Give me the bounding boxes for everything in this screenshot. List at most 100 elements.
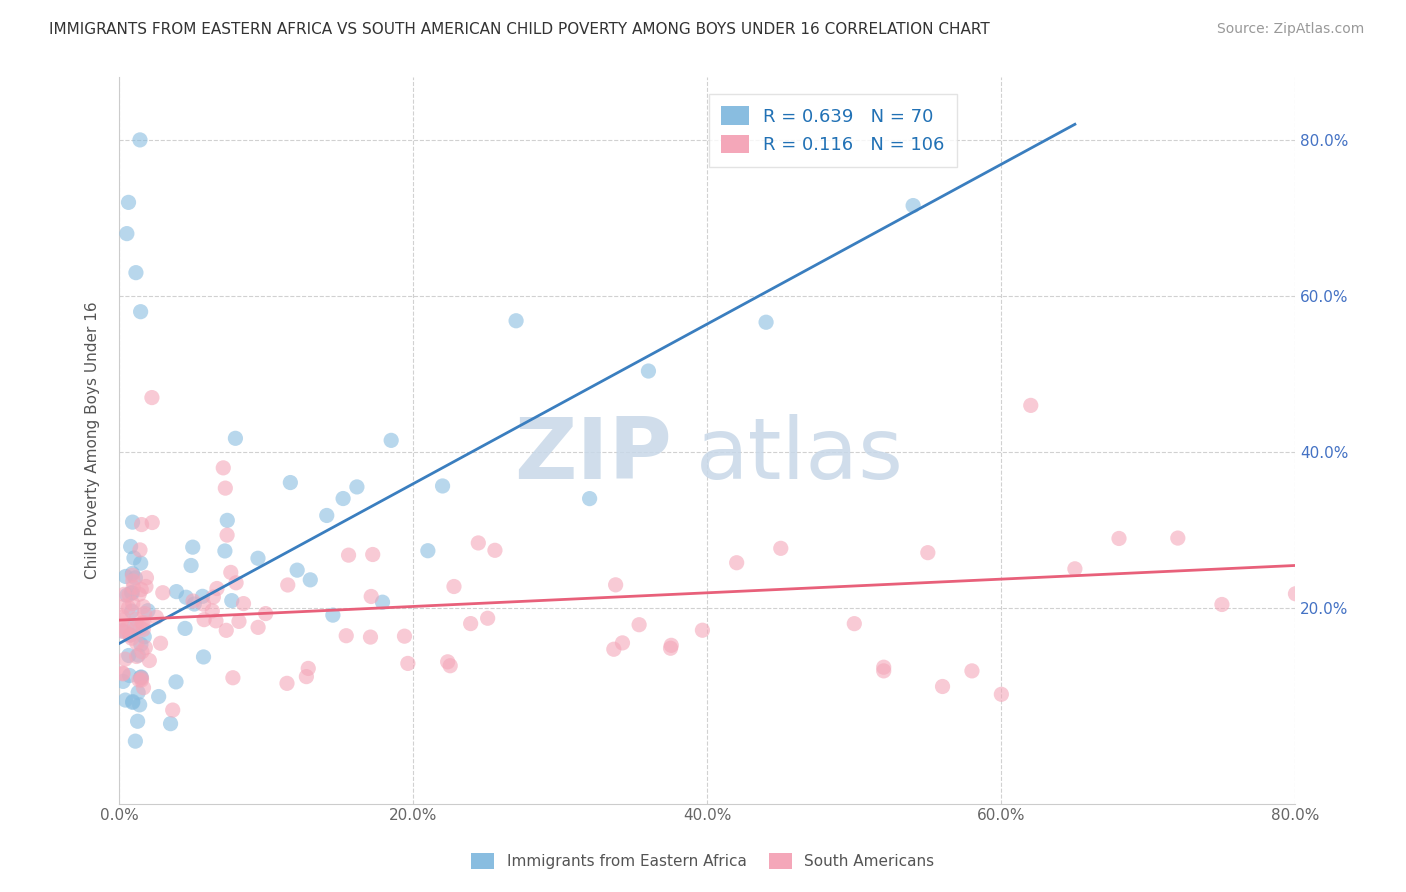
Point [1063,562,1085,576]
Point [254,607,277,621]
Point [439,658,461,673]
Point [135,580,157,594]
Point [121,586,143,600]
Point [112,674,135,689]
Point [285,563,308,577]
Point [111,613,134,627]
Point [127,685,149,699]
Point [159,716,181,731]
Point [127,648,149,662]
Point [277,578,299,592]
Point [692,624,714,638]
Point [149,636,172,650]
Point [121,695,143,709]
Point [295,670,318,684]
Point [118,588,141,602]
Point [276,676,298,690]
Point [125,649,148,664]
Point [112,624,135,638]
Point [128,698,150,712]
Point [467,536,489,550]
Point [121,597,143,611]
Point [416,543,439,558]
Point [115,621,138,635]
Point [659,638,682,652]
Point [901,198,924,212]
Point [129,133,152,147]
Point [322,608,344,623]
Point [131,517,153,532]
Point [659,641,682,656]
Y-axis label: Child Poverty Among Boys Under 16: Child Poverty Among Boys Under 16 [86,301,100,579]
Point [124,619,146,633]
Point [121,585,143,599]
Point [122,551,145,566]
Point [219,566,242,580]
Point [917,546,939,560]
Point [193,597,215,611]
Point [120,540,142,554]
Point [193,649,215,664]
Point [131,616,153,631]
Point [603,642,626,657]
Point [124,734,146,748]
Point [1108,532,1130,546]
Point [769,541,792,556]
Point [183,597,205,611]
Point [315,508,337,523]
Point [361,548,384,562]
Point [129,542,152,557]
Point [131,671,153,685]
Point [193,613,215,627]
Point [132,599,155,614]
Point [134,630,156,644]
Point [138,654,160,668]
Point [221,593,243,607]
Point [165,674,187,689]
Point [1284,587,1306,601]
Point [111,624,134,638]
Point [129,670,152,684]
Point [1211,598,1233,612]
Point [129,556,152,570]
Point [844,616,866,631]
Point [129,637,152,651]
Point [201,604,224,618]
Point [174,591,197,605]
Point [380,434,402,448]
Point [134,607,156,621]
Point [299,573,322,587]
Point [120,628,142,642]
Point [432,479,454,493]
Point [128,587,150,601]
Point [132,681,155,695]
Point [180,558,202,573]
Point [371,595,394,609]
Point [612,636,634,650]
Point [359,630,381,644]
Point [166,584,188,599]
Point [873,660,896,674]
Text: IMMIGRANTS FROM EASTERN AFRICA VS SOUTH AMERICAN CHILD POVERTY AMONG BOYS UNDER : IMMIGRANTS FROM EASTERN AFRICA VS SOUTH … [49,22,990,37]
Point [121,574,143,588]
Point [141,391,163,405]
Point [112,624,135,639]
Point [111,610,134,624]
Point [131,673,153,687]
Point [191,590,214,604]
Point [121,568,143,582]
Point [931,680,953,694]
Point [124,571,146,585]
Text: atlas: atlas [696,414,904,497]
Point [129,304,152,318]
Point [125,612,148,626]
Point [477,611,499,625]
Point [228,615,250,629]
Point [443,580,465,594]
Point [117,600,139,615]
Point [990,687,1012,701]
Point [1313,531,1336,545]
Point [174,621,197,635]
Point [214,544,236,558]
Point [135,571,157,585]
